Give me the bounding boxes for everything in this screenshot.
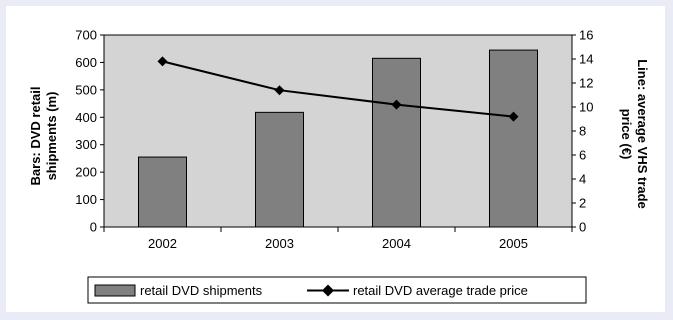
- chart-frame: 0 100 200 300 400 500 600 700 0 2 4 6 8 10 12 14 16 2002 2…: [6, 6, 665, 312]
- x-tick-label-2003: 2003: [265, 236, 294, 251]
- y-right-axis-title-line2: price (€): [619, 109, 634, 160]
- x-tick-label-2002: 2002: [148, 236, 177, 251]
- bar-2002: [138, 156, 187, 228]
- y-right-tick-label: 6: [579, 148, 586, 163]
- y-right-tick-label: 4: [579, 172, 586, 187]
- price-point-2002: [157, 56, 168, 67]
- bar-2005: [489, 49, 538, 228]
- bar-2003: [255, 111, 304, 228]
- y-left-axis-title-line2: shipments (m): [44, 92, 59, 181]
- legend-bar-swatch: [94, 284, 136, 297]
- legend-bar-label: retail DVD shipments: [140, 283, 263, 298]
- y-left-tick-label: 400: [75, 110, 97, 125]
- y-right-tick-label: 14: [579, 52, 593, 67]
- y-left-tick-label: 0: [90, 220, 97, 235]
- y-right-axis-title-line1: Line: average VHS trade: [635, 59, 650, 209]
- y-right-tick-label: 10: [579, 100, 593, 115]
- bar-2004: [372, 57, 421, 228]
- y-left-tick-label: 300: [75, 137, 97, 152]
- price-point-2004: [391, 99, 402, 110]
- price-line: [162, 60, 514, 118]
- legend: retail DVD shipments retail DVD average …: [87, 276, 587, 304]
- y-left-axis-title-line1: Bars: DVD retail: [28, 87, 43, 186]
- x-tick-label-2005: 2005: [499, 236, 528, 251]
- y-left-tick-label: 100: [75, 192, 97, 207]
- y-left-tick-label: 500: [75, 82, 97, 97]
- y-right-tick-label: 8: [579, 124, 586, 139]
- x-tick-label-2004: 2004: [382, 236, 411, 251]
- y-left-tick-label: 600: [75, 55, 97, 70]
- y-right-tick-label: 2: [579, 196, 586, 211]
- y-right-tick-label: 0: [579, 220, 586, 235]
- price-point-2005: [508, 111, 519, 122]
- y-right-tick-label: 16: [579, 28, 593, 43]
- y-right-tick-label: 12: [579, 76, 593, 91]
- price-point-2003: [274, 85, 285, 96]
- legend-line-label: retail DVD average trade price: [353, 283, 528, 298]
- legend-line-marker: [322, 284, 334, 297]
- y-left-tick-label: 200: [75, 165, 97, 180]
- chart: 0 100 200 300 400 500 600 700 0 2 4 6 8 10 12 14 16 2002 2…: [28, 28, 650, 304]
- y-left-tick-label: 700: [75, 28, 97, 43]
